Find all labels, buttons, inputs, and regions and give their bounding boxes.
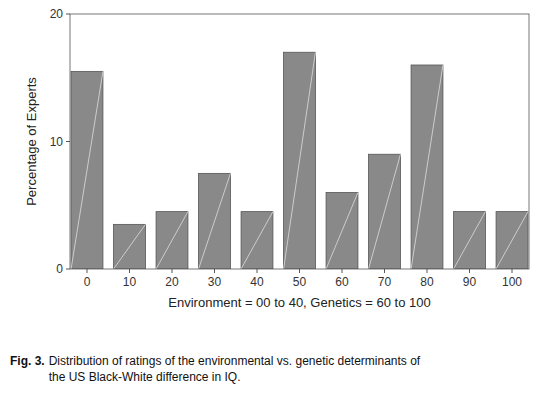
caption: Distribution of ratings of the environme… xyxy=(49,354,421,384)
bar xyxy=(496,212,528,269)
x-tick-label: 50 xyxy=(293,275,307,289)
x-tick xyxy=(342,269,343,273)
bar-diagonal xyxy=(241,212,273,269)
bar-diagonal xyxy=(71,71,103,269)
x-tick xyxy=(427,269,428,273)
chart: 0 10 20 30 40 50 60 70 80 90 100 0 10 20 Environment =… xyxy=(0,0,543,397)
bar-diagonal xyxy=(454,212,486,269)
x-tick xyxy=(384,269,385,273)
x-tick-label: 0 xyxy=(84,275,91,289)
x-tick-label: 10 xyxy=(123,275,137,289)
x-tick xyxy=(214,269,215,273)
bar xyxy=(369,154,401,269)
x-tick-label: 60 xyxy=(335,275,349,289)
y-tick-label: 0 xyxy=(56,262,63,276)
x-tick-label: 20 xyxy=(165,275,179,289)
x-tick xyxy=(172,269,173,273)
y-tick xyxy=(66,14,70,15)
bar-diagonal xyxy=(199,173,231,269)
x-tick xyxy=(512,269,513,273)
bar xyxy=(454,212,486,269)
bar-diagonal xyxy=(114,224,146,269)
bar xyxy=(241,212,273,269)
y-axis-label: Percentage of Experts xyxy=(24,77,39,206)
bar xyxy=(156,212,188,269)
caption-line: Distribution of ratings of the environme… xyxy=(49,354,421,368)
bars xyxy=(71,52,528,269)
x-tick xyxy=(87,269,88,273)
x-tick xyxy=(469,269,470,273)
y-tick-label: 20 xyxy=(50,7,64,21)
bar-diagonal xyxy=(156,212,188,269)
plot-frame xyxy=(70,14,529,269)
x-tick xyxy=(299,269,300,273)
bar-diagonal xyxy=(326,193,358,270)
x-tick-label: 40 xyxy=(250,275,264,289)
x-tick-label: 30 xyxy=(208,275,222,289)
bar-diagonal xyxy=(284,52,316,269)
bar xyxy=(114,224,146,269)
bar xyxy=(71,71,103,269)
y-tick-label: 10 xyxy=(50,135,64,149)
bar-diagonal xyxy=(496,212,528,269)
caption-bold: Fig. 3. xyxy=(10,354,45,368)
x-tick-label: 80 xyxy=(420,275,434,289)
x-tick xyxy=(257,269,258,273)
bar-diagonal xyxy=(369,154,401,269)
x-tick-label: 100 xyxy=(502,275,522,289)
bar xyxy=(284,52,316,269)
bar xyxy=(199,173,231,269)
caption-line: the US Black-White difference in IQ. xyxy=(49,370,241,384)
x-tick xyxy=(129,269,130,273)
y-tick xyxy=(66,141,70,142)
bar-diagonal xyxy=(411,65,443,269)
x-tick-label: 70 xyxy=(378,275,392,289)
bar xyxy=(326,193,358,270)
y-tick xyxy=(66,269,70,270)
x-tick-label: 90 xyxy=(463,275,477,289)
bar xyxy=(411,65,443,269)
x-axis-label: Environment = 00 to 40, Genetics = 60 to… xyxy=(168,295,430,310)
